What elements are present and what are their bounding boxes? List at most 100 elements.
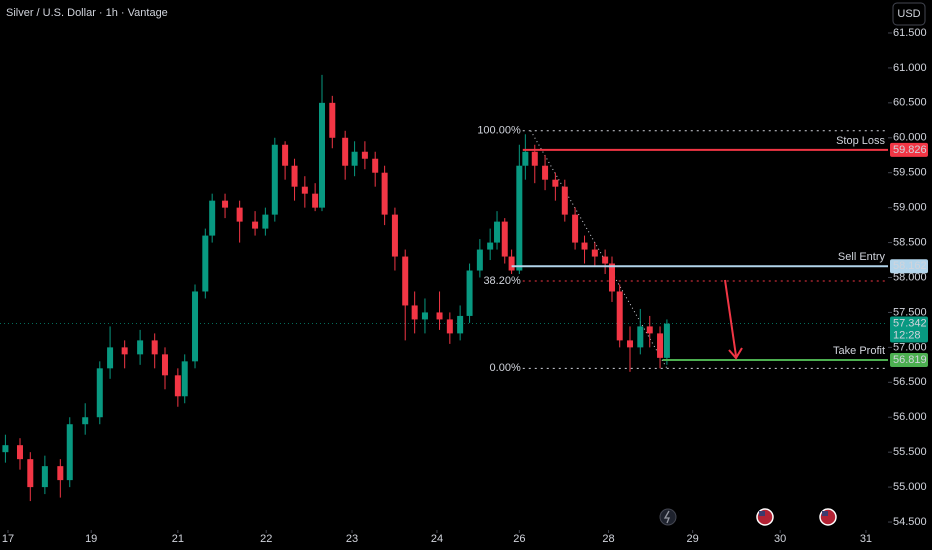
x-tick-label: 21 bbox=[172, 533, 184, 545]
y-tick-label: 57.500 bbox=[893, 306, 927, 318]
candle-body bbox=[561, 186, 568, 215]
candle-body bbox=[82, 417, 89, 425]
trade-level-name: Sell Entry bbox=[838, 251, 886, 263]
candle-body bbox=[318, 102, 325, 208]
event-icons bbox=[659, 508, 837, 526]
fib-label: 0.00% bbox=[490, 362, 521, 374]
x-tick-label: 31 bbox=[860, 533, 872, 545]
y-tick-label: 59.000 bbox=[893, 202, 927, 214]
trade-level-value: 59.826 bbox=[893, 144, 927, 156]
candle-body bbox=[421, 312, 428, 320]
candle-body bbox=[41, 466, 48, 488]
y-tick-label: 58.000 bbox=[893, 271, 927, 283]
x-tick-label: 30 bbox=[774, 533, 786, 545]
currency-label[interactable]: USD bbox=[897, 8, 920, 20]
candle-body bbox=[57, 466, 64, 481]
candle-body bbox=[552, 179, 559, 187]
candle-body bbox=[2, 445, 9, 453]
trade-level-value: 58.162 bbox=[893, 260, 927, 272]
trade-level-name: Stop Loss bbox=[836, 135, 885, 147]
candle-body bbox=[222, 200, 229, 208]
candle-body bbox=[192, 291, 199, 362]
candle-body bbox=[96, 368, 103, 418]
currency-button[interactable] bbox=[892, 2, 926, 26]
y-tick-label: 55.500 bbox=[893, 446, 927, 458]
event-icon[interactable] bbox=[659, 508, 677, 526]
y-tick-label: 60.500 bbox=[893, 97, 927, 109]
candle-body bbox=[151, 340, 158, 355]
candle-body bbox=[487, 242, 494, 250]
candle-body bbox=[627, 340, 634, 348]
candle-body bbox=[282, 144, 289, 166]
candle-body bbox=[161, 354, 168, 376]
candle-body bbox=[476, 249, 483, 271]
candle-body bbox=[591, 249, 598, 257]
candle-body bbox=[581, 242, 588, 250]
candle-body bbox=[516, 165, 523, 271]
x-tick-label: 19 bbox=[85, 533, 97, 545]
y-tick-label: 56.500 bbox=[893, 376, 927, 388]
current-price-tag bbox=[890, 316, 928, 343]
candle-body bbox=[381, 172, 388, 215]
y-tick-label: 61.000 bbox=[893, 62, 927, 74]
trade-level-name: Take Profit bbox=[833, 345, 885, 357]
x-tick-label: 22 bbox=[260, 533, 272, 545]
current-price-label: 57.342 bbox=[893, 317, 927, 329]
chart-title: Silver / U.S. Dollar · 1h · Vantage bbox=[6, 7, 168, 19]
candle-body bbox=[291, 165, 298, 187]
x-tick-label: 29 bbox=[687, 533, 699, 545]
target-arrow bbox=[724, 279, 737, 357]
trade-level-value: 56.819 bbox=[893, 354, 927, 366]
candle-body bbox=[657, 333, 664, 358]
event-icon-glyph bbox=[663, 510, 670, 524]
trade-level-tag bbox=[890, 142, 928, 157]
candle-body bbox=[252, 221, 259, 229]
candle-body bbox=[351, 151, 358, 166]
y-tick-label: 57.000 bbox=[893, 341, 927, 353]
candle-body bbox=[107, 347, 114, 369]
candle-body bbox=[342, 137, 349, 166]
candle-body bbox=[608, 263, 615, 292]
candle-body bbox=[466, 270, 473, 316]
y-tick-label: 59.500 bbox=[893, 167, 927, 179]
candle-body bbox=[174, 375, 181, 397]
candle-body bbox=[663, 323, 670, 358]
candle-body bbox=[16, 445, 23, 460]
x-tick-label: 23 bbox=[346, 533, 358, 545]
candle-body bbox=[616, 291, 623, 341]
candle-body bbox=[27, 459, 34, 488]
candle-body bbox=[602, 256, 609, 264]
candle-body bbox=[372, 158, 379, 173]
candle-body bbox=[436, 312, 443, 320]
x-tick-label: 24 bbox=[431, 533, 443, 545]
candle-body bbox=[508, 256, 515, 271]
candle-body bbox=[402, 256, 409, 306]
event-flag-canton bbox=[759, 511, 765, 516]
candle-body bbox=[446, 319, 453, 334]
candle-body bbox=[522, 151, 529, 166]
candle-body bbox=[391, 214, 398, 257]
candle-body bbox=[181, 361, 188, 397]
target-arrowhead bbox=[728, 347, 743, 360]
trade-level-tag bbox=[890, 259, 928, 274]
countdown-label: 12:28 bbox=[893, 329, 921, 341]
candle-body bbox=[312, 193, 319, 208]
candle-body bbox=[542, 165, 549, 180]
x-tick-label: 26 bbox=[513, 533, 525, 545]
candle-body bbox=[637, 326, 644, 348]
candle-body bbox=[137, 340, 144, 355]
candle-body bbox=[494, 221, 501, 243]
y-tick-label: 56.000 bbox=[893, 411, 927, 423]
candle-body bbox=[121, 347, 128, 355]
x-tick-label: 17 bbox=[2, 533, 14, 545]
candle-body bbox=[209, 200, 216, 236]
y-tick-label: 55.000 bbox=[893, 481, 927, 493]
candle-body bbox=[531, 151, 538, 166]
candle-body bbox=[457, 315, 464, 334]
y-tick-label: 61.500 bbox=[893, 27, 927, 39]
x-tick-label: 28 bbox=[602, 533, 614, 545]
candle-body bbox=[411, 305, 418, 320]
candle-body bbox=[66, 424, 73, 481]
